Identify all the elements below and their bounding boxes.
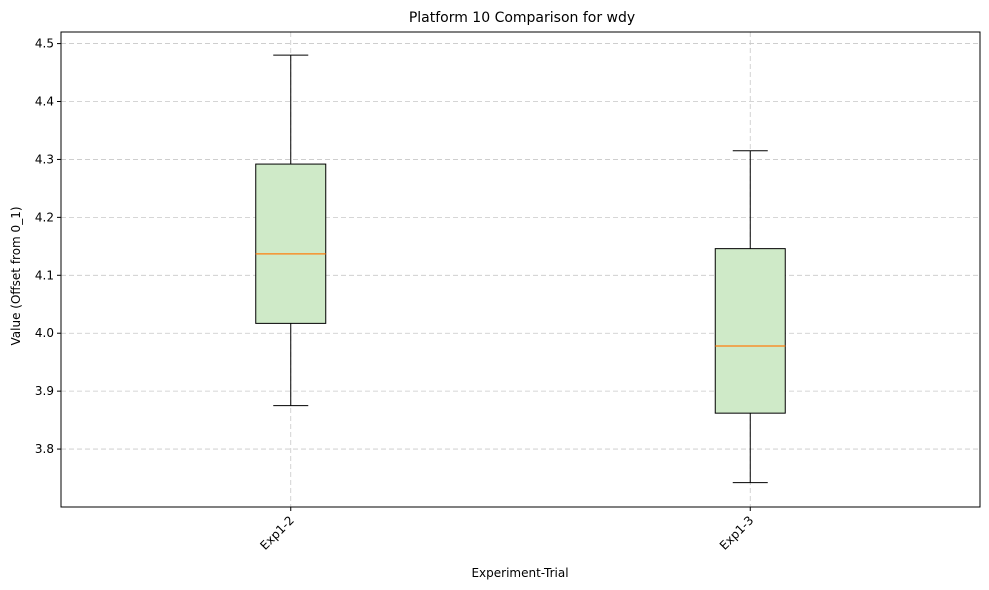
y-tick-label: 4.0	[35, 326, 54, 340]
y-axis-ticks: 3.8 3.9 4.0 4.1 4.2 4.3 4.4 4.5	[35, 37, 61, 456]
x-tick-label: Exp1-3	[717, 513, 757, 553]
y-tick-label: 3.8	[35, 442, 54, 456]
y-tick-label: 4.5	[35, 37, 54, 51]
x-axis-title: Experiment-Trial	[471, 566, 568, 580]
box-exp1-2	[255, 54, 327, 407]
y-tick-label: 4.2	[35, 210, 54, 224]
plot-frame	[60, 31, 981, 508]
y-axis-title: Value (Offset from 0_1)	[9, 206, 23, 345]
box-exp1-3	[714, 150, 786, 484]
boxes	[255, 54, 786, 484]
y-tick-label: 4.1	[35, 268, 54, 282]
y-tick-label: 4.4	[35, 95, 54, 109]
x-tick-label: Exp1-2	[257, 513, 297, 553]
y-tick-label: 4.3	[35, 152, 54, 166]
grid	[61, 32, 980, 507]
y-tick-label: 3.9	[35, 384, 54, 398]
chart-title: Platform 10 Comparison for wdy	[409, 10, 635, 26]
box-iqr	[255, 163, 327, 324]
box-iqr	[714, 248, 786, 414]
x-axis-ticks: Exp1-2 Exp1-3	[257, 507, 756, 553]
